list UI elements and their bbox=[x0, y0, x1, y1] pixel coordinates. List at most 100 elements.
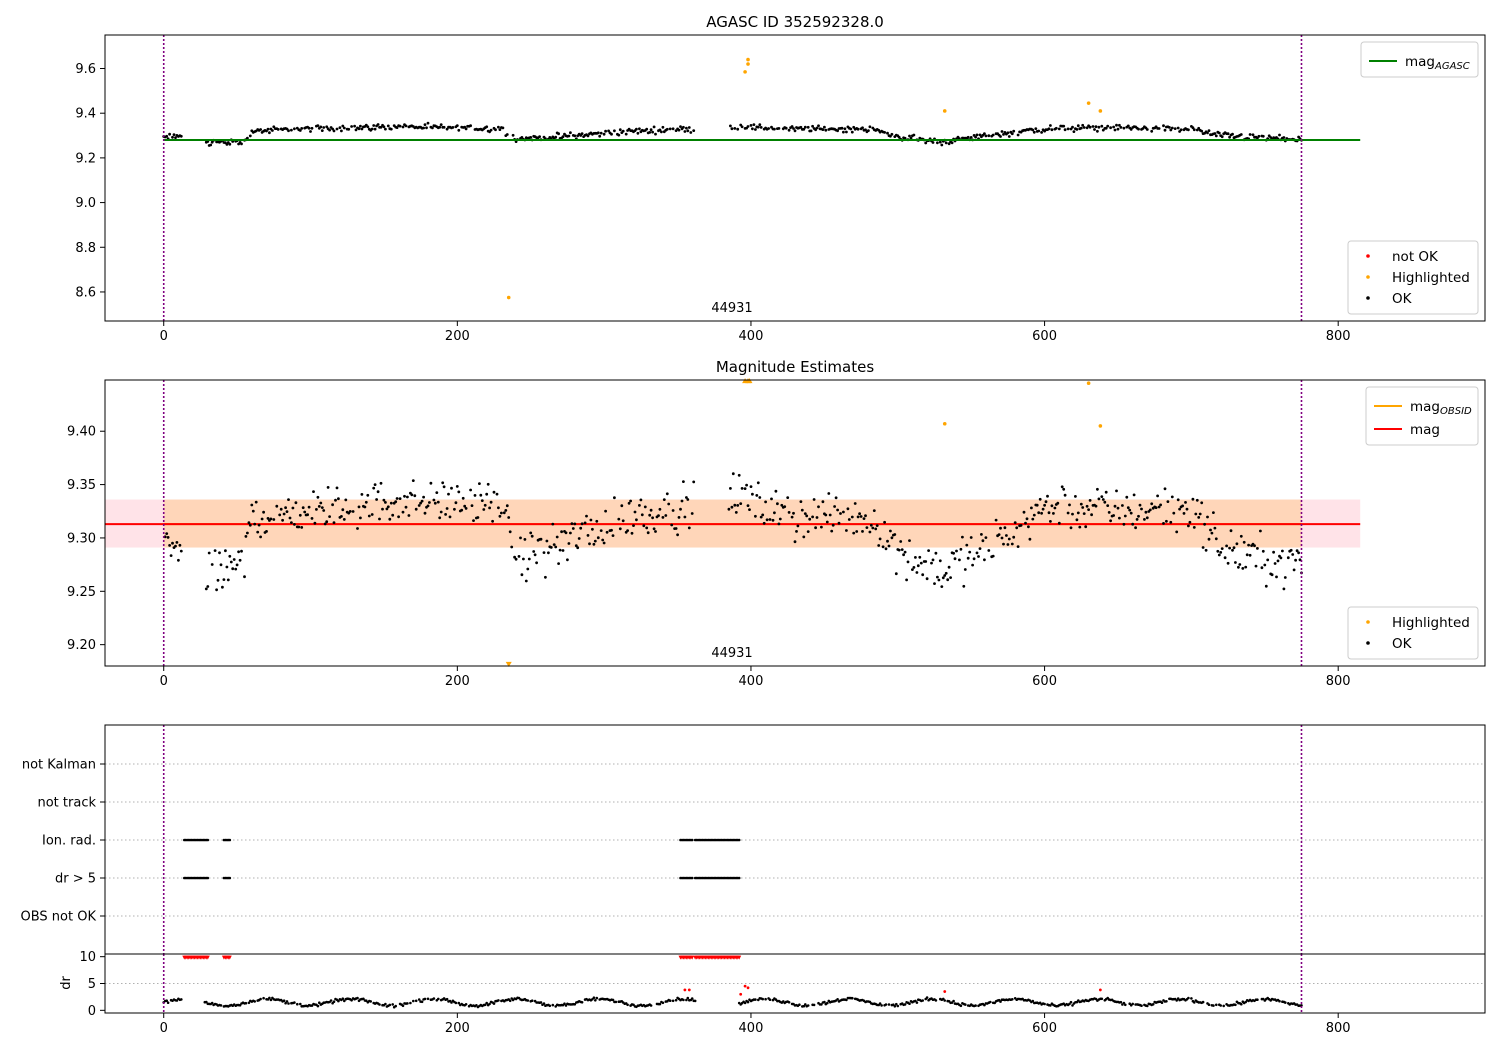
ok-point bbox=[337, 497, 340, 501]
ok-point bbox=[911, 568, 914, 571]
dr-point bbox=[268, 996, 271, 1000]
ok-point bbox=[557, 132, 560, 136]
ok-point bbox=[334, 498, 337, 502]
y-tick-label: 8.8 bbox=[75, 241, 96, 256]
ok-point bbox=[511, 133, 515, 137]
ok-point bbox=[783, 505, 787, 508]
ok-point bbox=[384, 127, 387, 131]
ok-point bbox=[638, 127, 641, 131]
dr-point bbox=[685, 998, 688, 1002]
ok-point bbox=[1090, 513, 1093, 517]
ok-point bbox=[259, 128, 262, 131]
y-tick-label: 9.4 bbox=[75, 107, 96, 122]
ok-point bbox=[1100, 124, 1104, 128]
dr-point bbox=[787, 1001, 791, 1004]
ok-point bbox=[354, 128, 358, 132]
dr-point bbox=[508, 999, 512, 1003]
ok-point bbox=[1261, 134, 1265, 138]
ok-point bbox=[652, 527, 656, 531]
ok-point bbox=[1169, 128, 1173, 132]
ok-point bbox=[1173, 127, 1177, 130]
ok-point bbox=[507, 516, 511, 519]
ok-point bbox=[961, 535, 964, 539]
ok-point bbox=[1031, 128, 1035, 132]
ok-point bbox=[883, 131, 886, 134]
dr-panel: 0 5 10 0 200 400 600 800 dr bbox=[59, 950, 1486, 1036]
highlighted-point bbox=[1086, 101, 1091, 105]
ok-point bbox=[1112, 514, 1115, 517]
ok-point bbox=[312, 490, 315, 493]
dr-point bbox=[414, 999, 418, 1003]
legend-point-label: OK bbox=[1392, 636, 1413, 652]
ok-point bbox=[831, 523, 835, 527]
dr-red-point bbox=[743, 984, 747, 988]
ok-point bbox=[824, 513, 828, 517]
ok-point bbox=[602, 541, 606, 545]
ok-point bbox=[823, 125, 826, 129]
ok-point bbox=[686, 498, 690, 501]
ok-point bbox=[350, 125, 353, 128]
ok-point bbox=[991, 133, 995, 137]
dr-point bbox=[409, 1001, 412, 1005]
ok-point bbox=[517, 555, 521, 558]
p1-axes: 0 200 400 600 800 8.6 8.8 9.0 9.2 9.4 9.6 bbox=[75, 62, 1350, 344]
ok-point bbox=[1231, 548, 1234, 552]
legend-point-swatch bbox=[1366, 254, 1370, 258]
ok-point bbox=[338, 126, 342, 129]
ok-point bbox=[969, 536, 973, 539]
dr-point bbox=[594, 999, 597, 1002]
ok-point bbox=[254, 500, 258, 504]
ok-point bbox=[1129, 127, 1133, 131]
ok-point bbox=[887, 544, 891, 548]
legend-point-swatch bbox=[1366, 296, 1370, 300]
dr-point bbox=[1031, 999, 1035, 1003]
ok-point bbox=[938, 140, 942, 144]
ok-point bbox=[984, 536, 988, 539]
ok-point bbox=[825, 520, 829, 524]
ok-point bbox=[1125, 495, 1129, 499]
ok-point bbox=[1044, 500, 1048, 504]
dr-clipped-marker bbox=[205, 955, 210, 960]
ok-point bbox=[803, 125, 807, 129]
ok-point bbox=[1270, 573, 1274, 577]
ok-point bbox=[806, 125, 810, 129]
ok-point bbox=[1122, 522, 1126, 526]
ok-point bbox=[394, 500, 398, 504]
ok-point bbox=[884, 547, 888, 551]
dr-point bbox=[668, 999, 672, 1002]
ok-point bbox=[260, 517, 264, 521]
ok-point bbox=[250, 503, 254, 507]
dr-point bbox=[551, 1003, 555, 1007]
dr-point bbox=[244, 1001, 248, 1005]
ok-point bbox=[432, 498, 436, 502]
legend-line-subscript: OBSID bbox=[1440, 406, 1472, 417]
ok-point bbox=[756, 125, 760, 129]
ok-point bbox=[278, 513, 282, 517]
ok-point bbox=[676, 533, 679, 537]
ok-point bbox=[764, 500, 767, 504]
p1-legend-points: not OK Highlighted OK bbox=[1347, 240, 1479, 315]
dr-red-point bbox=[683, 988, 687, 992]
ok-point bbox=[414, 507, 418, 511]
ok-point bbox=[1068, 503, 1071, 507]
ok-point bbox=[1254, 564, 1258, 568]
ok-point bbox=[610, 132, 613, 136]
ok-point bbox=[855, 530, 859, 533]
ok-point bbox=[861, 530, 864, 533]
ok-point bbox=[561, 135, 565, 139]
ok-point bbox=[524, 579, 528, 583]
dr-point bbox=[693, 999, 697, 1003]
x-tick-label: 600 bbox=[1032, 1021, 1057, 1036]
highlighted-point bbox=[1086, 381, 1091, 386]
ok-point bbox=[839, 512, 842, 515]
ok-point bbox=[685, 126, 688, 130]
ok-point bbox=[955, 549, 958, 553]
ok-point bbox=[325, 125, 329, 129]
x-tick-label: 400 bbox=[739, 1021, 764, 1036]
ok-point bbox=[1181, 504, 1184, 508]
ok-point bbox=[1032, 513, 1036, 517]
ok-point bbox=[265, 530, 268, 533]
ok-point bbox=[485, 492, 489, 496]
dr-point bbox=[649, 1004, 653, 1007]
ok-point bbox=[946, 578, 950, 582]
